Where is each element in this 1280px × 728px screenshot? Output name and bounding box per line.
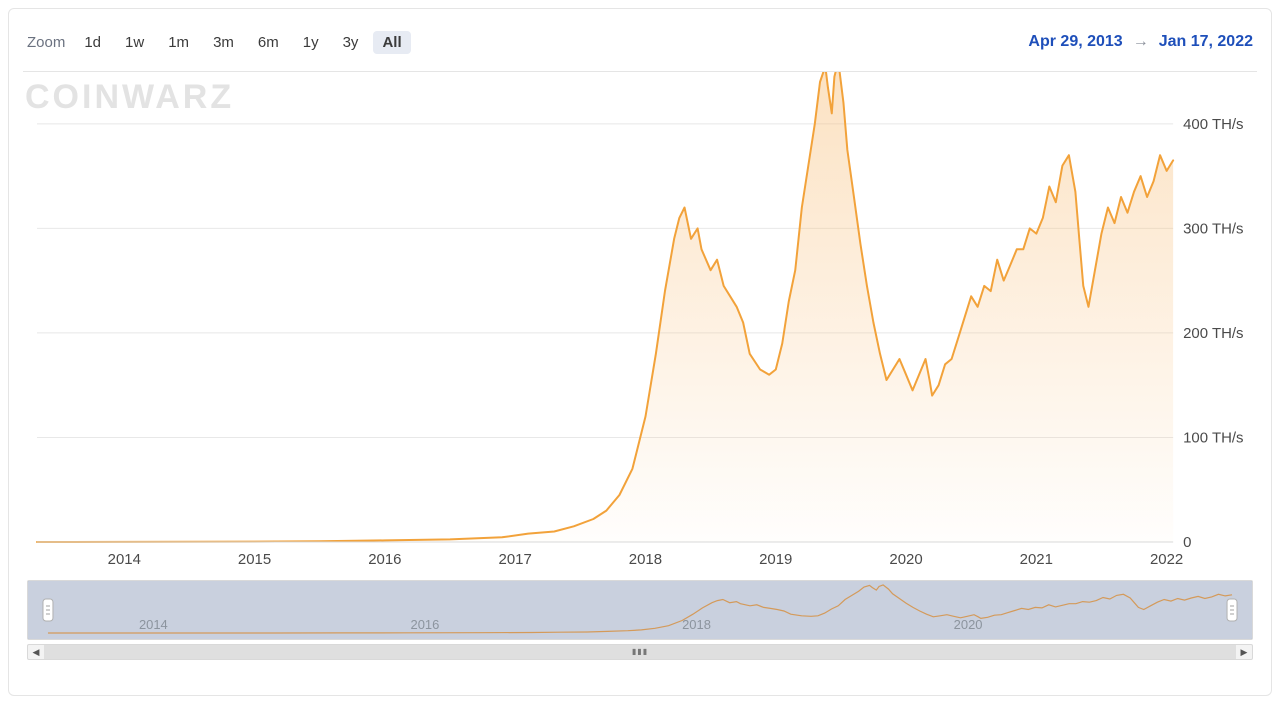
svg-text:2021: 2021 [1020,551,1053,568]
svg-text:2020: 2020 [954,617,983,632]
svg-text:2014: 2014 [139,617,168,632]
zoom-button-1w[interactable]: 1w [116,31,153,54]
svg-text:2017: 2017 [499,551,532,568]
svg-text:2014: 2014 [108,551,141,568]
zoom-button-group: Zoom 1d 1w 1m 3m 6m 1y 3yAll [27,31,411,54]
zoom-label: Zoom [27,34,65,51]
zoom-button-1d[interactable]: 1d [75,31,110,54]
scroll-left-icon[interactable]: ◀ [28,645,44,659]
date-range-display: Apr 29, 2013 → Jan 17, 2022 [1028,33,1253,51]
zoom-button-All[interactable]: All [373,31,410,54]
zoom-button-3y[interactable]: 3y [334,31,368,54]
main-chart-area[interactable]: COINWARZ 2014201520162017201820192020202… [27,72,1253,572]
svg-text:2018: 2018 [629,551,662,568]
svg-text:2020: 2020 [889,551,922,568]
svg-text:0: 0 [1183,534,1191,551]
scroll-grip-icon: ▮▮▮ [632,647,648,656]
svg-text:100 TH/s: 100 TH/s [1183,429,1243,446]
svg-text:2018: 2018 [682,617,711,632]
svg-text:2022: 2022 [1150,551,1183,568]
date-to[interactable]: Jan 17, 2022 [1159,33,1253,51]
svg-text:2019: 2019 [759,551,792,568]
navigator-svg: 2014 2016 2018 2020 [28,581,1252,639]
svg-text:400 TH/s: 400 TH/s [1183,116,1243,133]
main-chart-svg: 2014 2015 2016 2017 2018 2019 2020 2021 2022 0 10… [27,72,1253,572]
date-from[interactable]: Apr 29, 2013 [1028,33,1122,51]
svg-text:300 TH/s: 300 TH/s [1183,220,1243,237]
svg-text:200 TH/s: 200 TH/s [1183,325,1243,342]
chart-navigator[interactable]: 2014 2016 2018 2020 [27,580,1253,640]
zoom-button-1m[interactable]: 1m [159,31,198,54]
svg-text:2016: 2016 [411,617,440,632]
zoom-button-3m[interactable]: 3m [204,31,243,54]
svg-text:2015: 2015 [238,551,271,568]
scroll-track[interactable]: ▮▮▮ [44,645,1236,659]
svg-text:2016: 2016 [368,551,401,568]
chart-scrollbar[interactable]: ◀ ▮▮▮ ▶ [27,644,1253,660]
scroll-right-icon[interactable]: ▶ [1236,645,1252,659]
zoom-button-1y[interactable]: 1y [294,31,328,54]
zoom-button-6m[interactable]: 6m [249,31,288,54]
chart-toolbar: Zoom 1d 1w 1m 3m 6m 1y 3yAll Apr 29, 2013 → Ja… [27,27,1253,57]
chart-card: Zoom 1d 1w 1m 3m 6m 1y 3yAll Apr 29, 2013 → Ja… [8,8,1272,696]
arrow-right-icon: → [1133,33,1149,51]
